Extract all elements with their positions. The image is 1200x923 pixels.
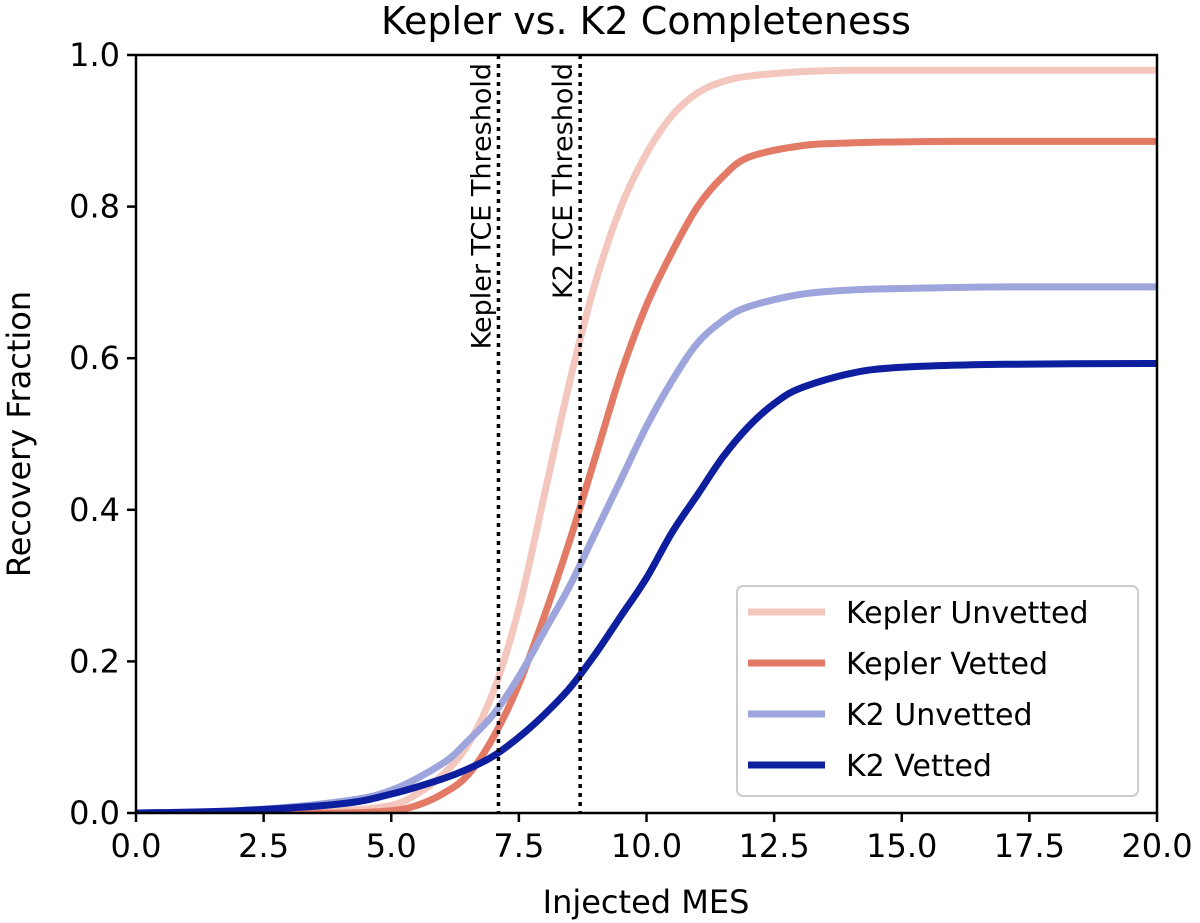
x-tick-label: 0.0 — [111, 827, 162, 865]
plot-area: Kepler TCE Threshold K2 TCE Threshold — [134, 53, 1159, 815]
chart-title: Kepler vs. K2 Completeness — [381, 0, 911, 43]
y-tick-label: 1.0 — [69, 36, 120, 74]
series-line-k2-unvetted — [136, 283, 1157, 813]
x-axis-label: Injected MES — [543, 883, 750, 921]
y-tick-label: 0.6 — [69, 339, 120, 377]
x-tick-label: 20.0 — [1121, 827, 1192, 865]
x-tick-label: 17.5 — [994, 827, 1065, 865]
k2-tce-threshold-label: K2 TCE Threshold — [548, 63, 579, 299]
series-line-kepler-vetted — [136, 137, 1157, 813]
x-tick-label: 2.5 — [238, 827, 289, 865]
legend: Kepler Unvetted Kepler Vetted K2 Unvetted K… — [736, 585, 1139, 797]
x-tick-label: 12.5 — [739, 827, 810, 865]
y-tick-label: 0.8 — [69, 188, 120, 226]
series-line-k2-vetted — [136, 360, 1157, 813]
y-axis-label: Recovery Fraction — [0, 291, 38, 577]
x-tick-label: 10.0 — [611, 827, 682, 865]
legend-label-kepler-vetted: Kepler Vetted — [846, 647, 1048, 682]
x-tick-label: 15.0 — [866, 827, 937, 865]
legend-label-k2-unvetted: K2 Unvetted — [846, 698, 1033, 733]
y-tick-label: 0.4 — [69, 491, 120, 529]
x-axis-ticks: 0.0 2.5 5.0 7.5 10.0 12.5 15.0 17.5 20.0 — [111, 813, 1193, 865]
legend-label-kepler-unvetted: Kepler Unvetted — [846, 596, 1089, 631]
legend-label-k2-vetted: K2 Vetted — [846, 749, 992, 784]
y-tick-label: 0.0 — [69, 794, 120, 832]
y-tick-label: 0.2 — [69, 642, 120, 680]
x-tick-label: 7.5 — [493, 827, 544, 865]
legend-box — [736, 585, 1139, 797]
y-axis-ticks: 0.0 0.2 0.4 0.6 0.8 1.0 — [69, 36, 136, 832]
x-tick-label: 5.0 — [366, 827, 417, 865]
kepler-tce-threshold-label: Kepler TCE Threshold — [466, 63, 497, 349]
